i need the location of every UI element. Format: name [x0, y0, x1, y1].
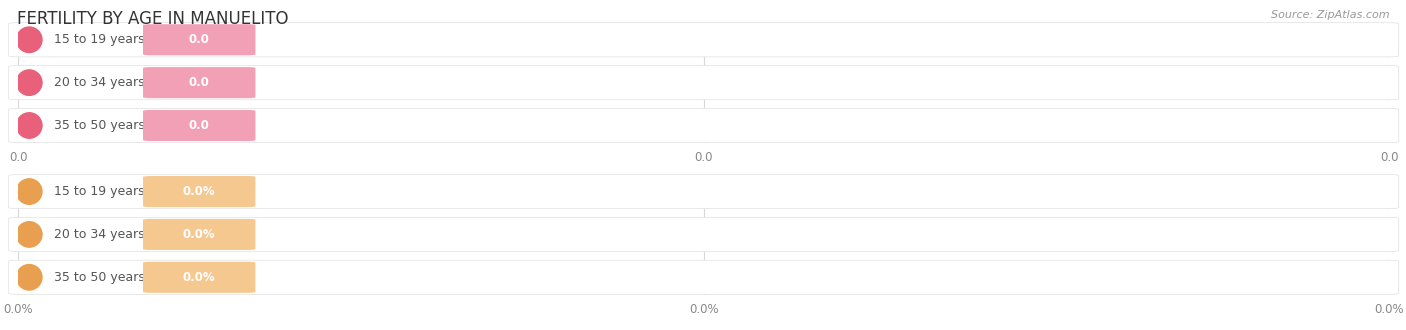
FancyBboxPatch shape — [143, 219, 256, 250]
Text: 0.0: 0.0 — [1379, 151, 1399, 164]
Text: 0.0%: 0.0% — [183, 271, 215, 284]
Text: 35 to 50 years: 35 to 50 years — [55, 271, 145, 284]
Text: 15 to 19 years: 15 to 19 years — [55, 33, 145, 46]
FancyBboxPatch shape — [8, 217, 1399, 251]
FancyBboxPatch shape — [143, 262, 256, 293]
Text: 0.0: 0.0 — [188, 33, 209, 46]
FancyBboxPatch shape — [143, 176, 256, 207]
FancyBboxPatch shape — [143, 24, 256, 55]
Text: 0.0%: 0.0% — [1374, 303, 1405, 316]
Text: 0.0%: 0.0% — [689, 303, 718, 316]
FancyBboxPatch shape — [8, 23, 1399, 57]
Text: FERTILITY BY AGE IN MANUELITO: FERTILITY BY AGE IN MANUELITO — [17, 10, 288, 28]
Text: 35 to 50 years: 35 to 50 years — [55, 119, 145, 132]
FancyBboxPatch shape — [8, 108, 1399, 143]
Text: 0.0%: 0.0% — [3, 303, 34, 316]
Ellipse shape — [15, 263, 44, 291]
Text: 20 to 34 years: 20 to 34 years — [55, 228, 145, 241]
Text: 0.0: 0.0 — [188, 119, 209, 132]
Text: 0.0%: 0.0% — [183, 228, 215, 241]
Ellipse shape — [15, 26, 44, 54]
FancyBboxPatch shape — [8, 260, 1399, 294]
Ellipse shape — [15, 112, 44, 140]
FancyBboxPatch shape — [143, 67, 256, 98]
Text: Source: ZipAtlas.com: Source: ZipAtlas.com — [1271, 10, 1389, 20]
Text: 20 to 34 years: 20 to 34 years — [55, 76, 145, 89]
Text: 15 to 19 years: 15 to 19 years — [55, 185, 145, 198]
FancyBboxPatch shape — [143, 110, 256, 141]
Text: 0.0: 0.0 — [695, 151, 713, 164]
FancyBboxPatch shape — [8, 66, 1399, 100]
Ellipse shape — [15, 220, 44, 248]
FancyBboxPatch shape — [8, 175, 1399, 209]
Ellipse shape — [15, 69, 44, 97]
Text: 0.0: 0.0 — [8, 151, 28, 164]
Text: 0.0: 0.0 — [188, 76, 209, 89]
Text: 0.0%: 0.0% — [183, 185, 215, 198]
Ellipse shape — [15, 178, 44, 206]
